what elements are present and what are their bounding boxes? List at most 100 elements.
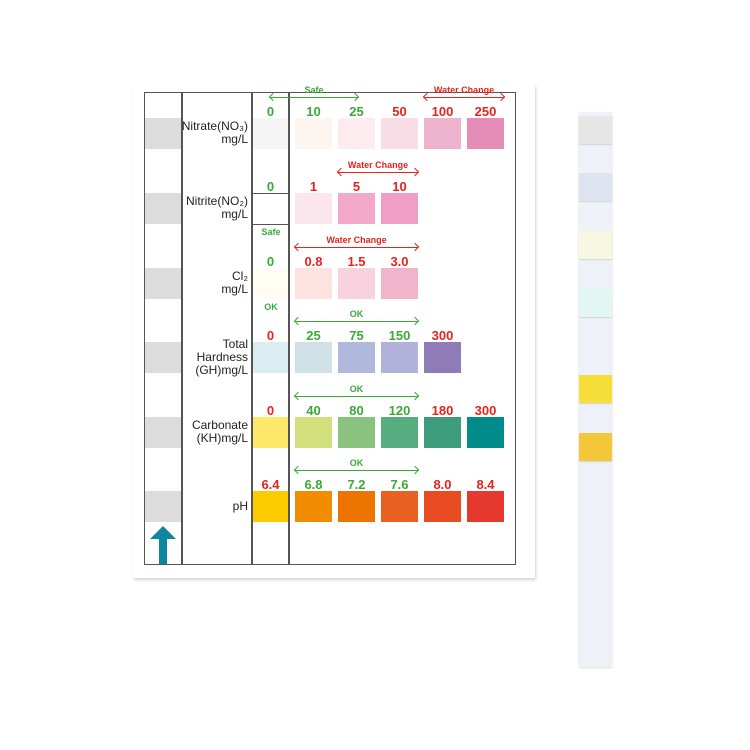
strip-position-marker <box>145 118 181 149</box>
swatch-value: 1 <box>309 179 318 194</box>
swatch-value: 0 <box>266 179 275 194</box>
swatch-value: 8.0 <box>433 477 452 492</box>
color-swatch <box>467 417 504 448</box>
color-swatch <box>424 342 461 373</box>
color-swatch <box>338 193 375 224</box>
strip-test-pad <box>579 231 612 259</box>
strip-position-marker <box>145 491 181 522</box>
row-label-line: (GH)mg/L <box>195 362 248 377</box>
row-label-line: Nitrate(NO₃) <box>181 119 248 133</box>
range-line <box>295 247 418 248</box>
row-label-line: Cl₂ <box>232 269 248 283</box>
row-label: pH <box>232 498 248 513</box>
strip-test-pad <box>579 433 612 461</box>
color-swatch <box>295 342 332 373</box>
color-swatch <box>253 268 288 299</box>
range-line <box>338 172 418 173</box>
strip-test-pad <box>579 173 612 201</box>
range-indicator: Water Change <box>336 160 420 177</box>
swatch-value: 120 <box>388 403 411 418</box>
swatch-value: 75 <box>349 328 364 343</box>
range-label: OK <box>349 309 364 319</box>
color-swatch <box>381 268 418 299</box>
color-swatch <box>295 268 332 299</box>
color-swatch <box>467 491 504 522</box>
range-indicator: Safe <box>268 85 360 102</box>
range-line <box>424 97 504 98</box>
swatch-value: 25 <box>306 328 321 343</box>
chart-frame <box>144 92 516 565</box>
range-label: OK <box>349 384 364 394</box>
color-swatch <box>295 118 332 149</box>
swatch-value: 100 <box>431 104 454 119</box>
swatch-value: 0 <box>266 104 275 119</box>
range-indicator: Water Change <box>293 235 420 252</box>
row-label-line: mg/L <box>221 207 248 221</box>
swatch-value: 6.4 <box>261 477 280 492</box>
color-swatch <box>253 491 288 522</box>
swatch-value: 40 <box>306 403 321 418</box>
color-swatch <box>338 491 375 522</box>
range-indicator: OK <box>293 309 420 326</box>
color-swatch <box>295 193 332 224</box>
row-label-line: Nitrite(NO₂) <box>186 194 248 208</box>
swatch-value: 10 <box>392 179 407 194</box>
swatch-value: 6.8 <box>304 477 323 492</box>
row-label: Carbonate (KH)mg/L <box>192 419 248 445</box>
range-line <box>295 470 418 471</box>
swatch-value: 150 <box>388 328 411 343</box>
color-swatch <box>338 118 375 149</box>
swatch-value: 300 <box>431 328 454 343</box>
color-swatch <box>338 417 375 448</box>
strip-position-marker <box>145 193 181 224</box>
swatch-value: 8.4 <box>476 477 495 492</box>
row-label-line: mg/L <box>221 282 248 296</box>
strip-position-marker <box>145 417 181 448</box>
strip-test-pad <box>579 375 612 403</box>
column-divider <box>181 92 183 565</box>
color-swatch <box>424 491 461 522</box>
dip-direction-arrow-icon <box>150 526 176 564</box>
row-label: Nitrite(NO₂) mg/L <box>186 195 248 221</box>
range-line <box>295 396 418 397</box>
range-indicator: OK <box>293 384 420 401</box>
swatch-value: 7.2 <box>347 477 366 492</box>
color-swatch <box>381 193 418 224</box>
range-note: OK <box>264 302 278 312</box>
color-swatch <box>424 417 461 448</box>
range-label: OK <box>349 458 364 468</box>
color-swatch <box>253 193 288 224</box>
range-note: Safe <box>261 227 281 237</box>
color-swatch <box>381 491 418 522</box>
color-swatch <box>338 342 375 373</box>
swatch-value: 80 <box>349 403 364 418</box>
range-label: Water Change <box>433 85 495 95</box>
strip-test-pad <box>579 116 612 144</box>
swatch-value: 10 <box>306 104 321 119</box>
row-label-line: Hardness <box>196 349 248 364</box>
test-strip <box>579 112 612 667</box>
color-swatch <box>381 118 418 149</box>
swatch-value: 0 <box>266 328 275 343</box>
swatch-value: 50 <box>392 104 407 119</box>
color-swatch <box>295 491 332 522</box>
row-label-line: pH <box>232 498 248 513</box>
row-label-line: Carbonate <box>191 418 248 432</box>
range-label: Safe <box>304 85 324 95</box>
strip-position-marker <box>145 342 181 373</box>
swatch-value: 3.0 <box>390 254 409 269</box>
row-label: Cl₂ mg/L <box>221 270 248 296</box>
range-line <box>295 321 418 322</box>
strip-test-pad <box>579 289 612 317</box>
swatch-value: 25 <box>349 104 364 119</box>
swatch-value: 0.8 <box>304 254 323 269</box>
swatch-value: 1.5 <box>347 254 366 269</box>
swatch-value: 300 <box>474 403 497 418</box>
swatch-outline <box>251 224 289 225</box>
range-indicator: OK <box>293 458 420 475</box>
swatch-value: 250 <box>474 104 497 119</box>
row-label: Total Hardness (GH)mg/L <box>195 337 248 377</box>
row-label-line: (KH)mg/L <box>196 431 248 445</box>
color-swatch <box>295 417 332 448</box>
swatch-value: 5 <box>352 179 361 194</box>
